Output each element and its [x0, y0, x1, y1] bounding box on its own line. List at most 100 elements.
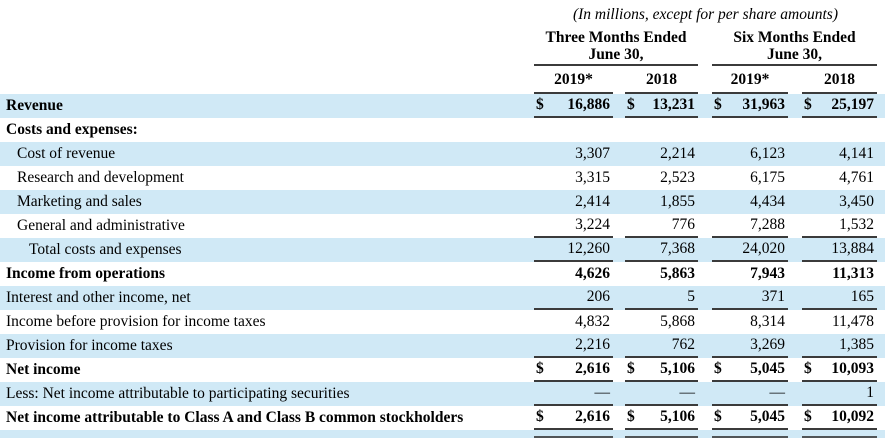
value-cell: — — [625, 382, 698, 406]
cell-value: 6,123 — [750, 145, 785, 162]
cell-value: — — [769, 384, 786, 401]
value-cell: 206 — [534, 286, 613, 310]
cell-value: 3,315 — [575, 169, 610, 186]
cell-value: 5,868 — [660, 313, 695, 330]
strip-gap — [613, 430, 625, 438]
cell-value: 4,434 — [750, 193, 785, 210]
cell-value: 4,141 — [839, 145, 874, 162]
cell-value: 1,855 — [660, 193, 695, 210]
cell-value: 7,288 — [750, 216, 785, 233]
table-header-subtitle-row: (In millions, except for per share amoun… — [0, 0, 885, 26]
column-group-label-line2: June 30, — [766, 46, 823, 63]
row-label: Total costs and expenses — [29, 241, 182, 258]
cell-value: — — [594, 384, 611, 401]
value-cell: $13,231 — [625, 94, 698, 118]
row-label: Income from operations — [6, 265, 165, 282]
header-spacer — [0, 26, 534, 66]
cell-value: 1 — [866, 384, 874, 401]
table-row: Net income $2,616 $5,106 $5,045 $10,093 — [0, 358, 885, 382]
row-label: Income before provision for income taxes — [6, 313, 266, 330]
column-header-2018-h: 2018 — [802, 68, 877, 94]
cell-value: 4,626 — [575, 265, 610, 282]
value-cell: 2,214 — [625, 142, 698, 166]
currency-symbol: $ — [804, 360, 812, 377]
value-cell: 3,315 — [534, 166, 613, 190]
value-cell: 165 — [802, 286, 877, 310]
currency-symbol: $ — [804, 96, 812, 113]
table-row: Provision for income taxes 2,216 762 3,2… — [0, 334, 885, 358]
column-group-three-months: Three Months Ended June 30, — [534, 26, 698, 66]
value-cell: $10,093 — [802, 358, 877, 382]
cell-value: 4,761 — [839, 169, 874, 186]
bottom-strip — [0, 430, 885, 438]
double-underline-segment — [712, 430, 788, 438]
currency-symbol: $ — [627, 408, 635, 425]
table-row: Revenue $16,886 $13,231 $31,963 $25,197 — [0, 94, 885, 118]
cell-value: 165 — [850, 288, 874, 305]
value-cell: 4,434 — [712, 190, 788, 214]
cell-value: 2,523 — [660, 169, 695, 186]
row-label: General and administrative — [17, 217, 185, 234]
currency-symbol: $ — [714, 360, 722, 377]
cell-value: 3,450 — [839, 193, 874, 210]
value-cell: 24,020 — [712, 238, 788, 262]
table-row: Income before provision for income taxes… — [0, 310, 885, 334]
currency-symbol: $ — [536, 360, 544, 377]
currency-symbol: $ — [627, 360, 635, 377]
value-cell: 4,761 — [802, 166, 877, 190]
units-note: (In millions, except for per share amoun… — [572, 6, 839, 23]
cell-value: 24,020 — [742, 240, 785, 257]
value-cell: 6,123 — [712, 142, 788, 166]
value-cell: 3,450 — [802, 190, 877, 214]
value-cell: 1,385 — [802, 334, 877, 358]
table-row: Cost of revenue 3,307 2,214 6,123 4,141 — [0, 142, 885, 166]
table-row: Total costs and expenses 12,260 7,368 24… — [0, 238, 885, 262]
row-label: Revenue — [6, 97, 63, 114]
row-label: Net income attributable to Class A and C… — [6, 409, 464, 426]
value-cell: 5,863 — [625, 262, 698, 286]
value-cell: 776 — [625, 214, 698, 238]
value-cell: 371 — [712, 286, 788, 310]
value-cell: $31,963 — [712, 94, 788, 118]
value-cell: 8,314 — [712, 310, 788, 334]
cell-value: 13,884 — [831, 240, 874, 257]
value-cell: $5,045 — [712, 358, 788, 382]
value-cell: 11,478 — [802, 310, 877, 334]
column-group-six-months: Six Months Ended June 30, — [712, 26, 877, 66]
value-cell: 1,855 — [625, 190, 698, 214]
value-cell: 11,313 — [802, 262, 877, 286]
cell-value: 31,963 — [742, 96, 785, 113]
row-label: Less: Net income attributable to partici… — [6, 385, 350, 402]
value-cell: 7,368 — [625, 238, 698, 262]
cell-value: 5,106 — [660, 408, 695, 425]
cell-value: 371 — [761, 288, 785, 305]
cell-value: 1,532 — [839, 216, 874, 233]
double-underline-segment — [625, 430, 698, 438]
value-cell: $25,197 — [802, 94, 877, 118]
value-cell: $5,106 — [625, 406, 698, 430]
table-row: General and administrative 3,224 776 7,2… — [0, 214, 885, 238]
cell-value: 11,478 — [831, 313, 874, 330]
strip-gap — [698, 430, 712, 438]
row-label: Marketing and sales — [17, 193, 142, 210]
value-cell: $16,886 — [534, 94, 613, 118]
cell-value: — — [679, 384, 696, 401]
value-cell: 1 — [802, 382, 877, 406]
value-cell: 6,175 — [712, 166, 788, 190]
value-cell: — — [534, 382, 613, 406]
strip-gap — [788, 430, 802, 438]
value-cell: 2,216 — [534, 334, 613, 358]
currency-symbol: $ — [536, 408, 544, 425]
value-cell: 4,141 — [802, 142, 877, 166]
table-header-groups-row: Three Months Ended June 30, Six Months E… — [0, 26, 885, 66]
cell-value: 5,045 — [750, 360, 785, 377]
value-cell: $5,045 — [712, 406, 788, 430]
value-cell: 3,269 — [712, 334, 788, 358]
cell-value: 10,092 — [831, 408, 874, 425]
value-cell: 5,868 — [625, 310, 698, 334]
value-cell: 3,307 — [534, 142, 613, 166]
column-group-label-line1: Six Months Ended — [733, 29, 856, 46]
header-spacer — [877, 26, 885, 66]
double-underline-segment — [802, 430, 877, 438]
